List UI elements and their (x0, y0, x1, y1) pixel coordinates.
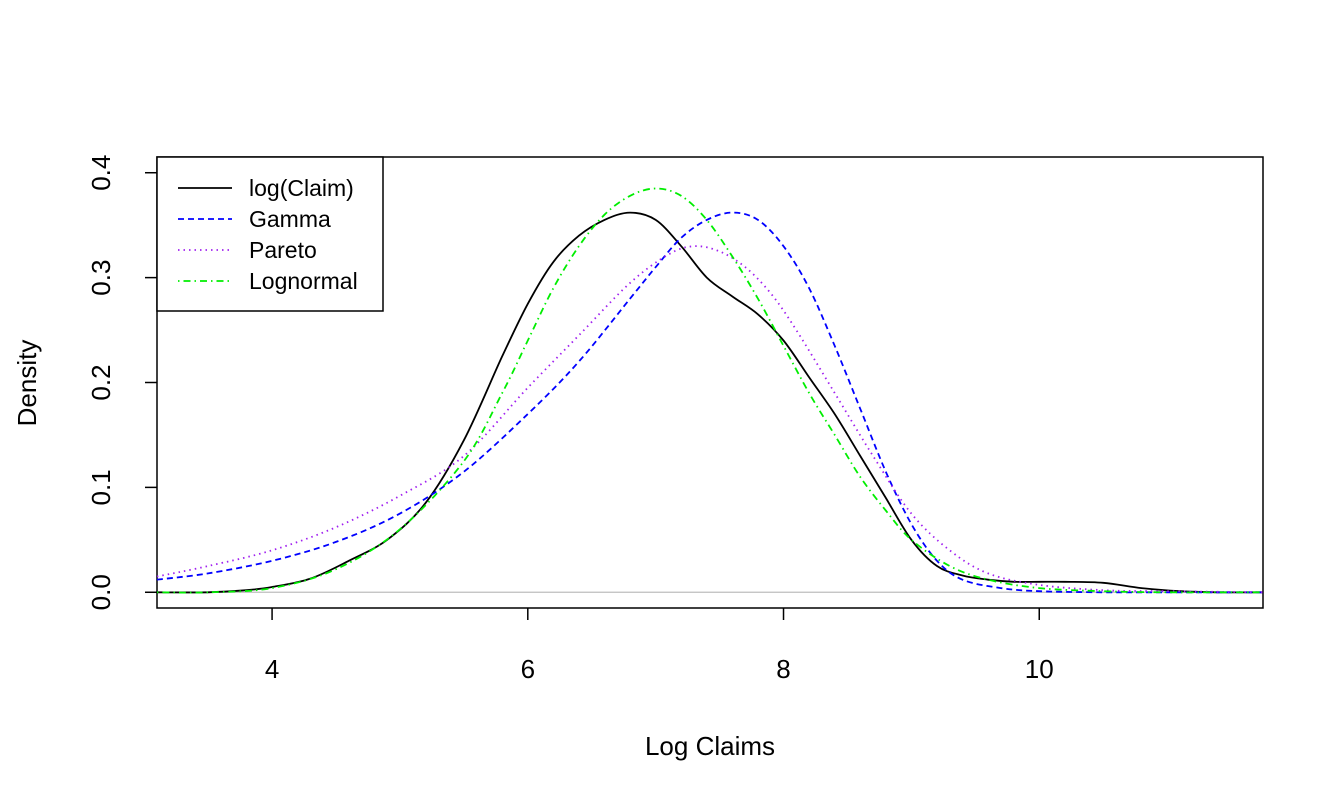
y-tick-label: 0.3 (86, 260, 116, 296)
legend-label: Lognormal (249, 268, 358, 294)
x-tick-label: 10 (1025, 654, 1054, 684)
series-line-gamma (156, 211, 1263, 594)
x-tick-label: 6 (521, 654, 535, 684)
y-tick-label: 0.0 (86, 574, 116, 610)
y-tick-label: 0.1 (86, 469, 116, 505)
legend-label: Gamma (249, 206, 331, 232)
x-tick-label: 8 (776, 654, 790, 684)
y-axis: 0.0 0.1 0.2 0.3 0.4 (86, 155, 157, 610)
x-tick-label: 4 (265, 654, 279, 684)
x-axis: 4 6 8 10 (265, 608, 1054, 684)
legend-label: log(Claim) (249, 175, 354, 201)
series-layer (156, 187, 1264, 594)
y-tick-label: 0.4 (86, 155, 116, 191)
legend: log(Claim) Gamma Pareto Lognormal (156, 156, 384, 312)
x-axis-title: Log Claims (645, 731, 775, 761)
y-axis-title: Density (12, 340, 42, 427)
series-line-lognormal (156, 187, 1264, 594)
y-tick-label: 0.2 (86, 364, 116, 400)
legend-box (156, 156, 384, 312)
legend-label: Pareto (249, 237, 317, 263)
